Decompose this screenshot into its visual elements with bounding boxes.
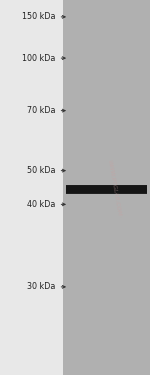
Text: 50 kDa: 50 kDa bbox=[27, 166, 56, 175]
Bar bbox=[66, 186, 147, 193]
Bar bbox=[66, 186, 147, 193]
Bar bbox=[66, 186, 147, 193]
Bar bbox=[66, 186, 147, 193]
Text: 150 kDa: 150 kDa bbox=[22, 12, 56, 21]
Bar bbox=[63, 0, 150, 375]
Text: 30 kDa: 30 kDa bbox=[27, 282, 56, 291]
Text: 70 kDa: 70 kDa bbox=[27, 106, 56, 115]
Bar bbox=[66, 185, 147, 194]
Bar bbox=[66, 185, 147, 194]
Text: WWW.PTGLAB.COM: WWW.PTGLAB.COM bbox=[106, 159, 122, 216]
Text: 40 kDa: 40 kDa bbox=[27, 200, 56, 209]
Text: 100 kDa: 100 kDa bbox=[22, 54, 56, 63]
Bar bbox=[66, 186, 147, 193]
Bar bbox=[66, 185, 147, 194]
Bar bbox=[66, 186, 147, 193]
